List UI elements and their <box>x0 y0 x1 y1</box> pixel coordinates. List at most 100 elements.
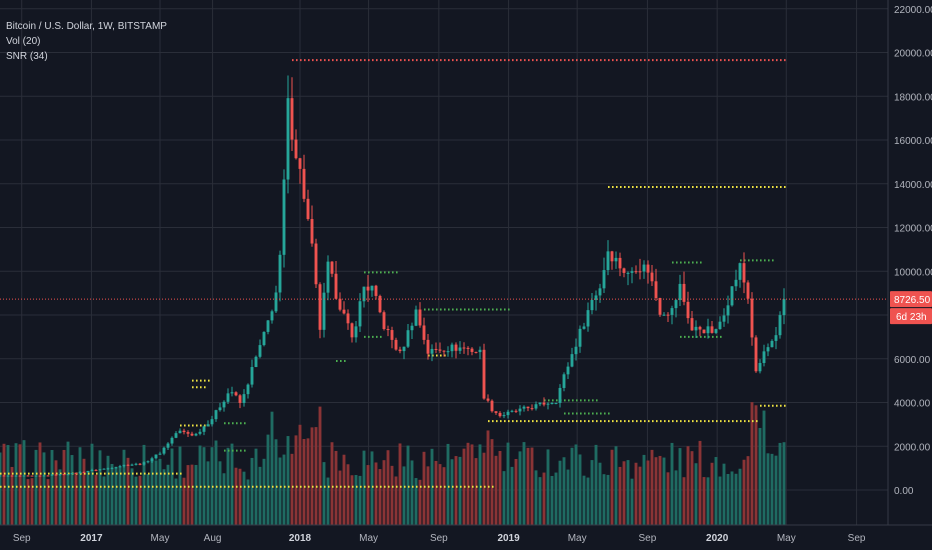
candle-body <box>606 251 610 271</box>
candle-body <box>58 474 62 476</box>
candle-body <box>98 469 102 471</box>
volume-bar <box>174 478 178 525</box>
candle-body <box>110 468 114 470</box>
candle-body <box>602 270 606 289</box>
candle-body <box>562 374 566 388</box>
volume-bar <box>310 427 314 525</box>
candle-body <box>178 430 182 434</box>
candle-body <box>502 415 506 417</box>
symbol-title[interactable]: Bitcoin / U.S. Dollar, 1W, BITSTAMP <box>6 21 167 32</box>
volume-bar <box>154 460 158 525</box>
volume-bar <box>450 459 454 525</box>
volume-bar <box>670 442 674 525</box>
candle-body <box>438 349 442 351</box>
volume-bar <box>554 472 558 525</box>
candle-body <box>558 387 562 403</box>
volume-bar <box>66 441 70 525</box>
volume-bar <box>754 405 758 525</box>
last-price-tag <box>890 291 932 308</box>
time-axis-background <box>0 525 932 550</box>
candle-body <box>522 406 526 409</box>
candle-body <box>498 412 502 417</box>
volume-bar <box>346 464 350 525</box>
volume-bar <box>366 465 370 525</box>
snr-indicator-label[interactable]: SNR (34) <box>6 51 48 62</box>
candle-body <box>662 314 666 316</box>
volume-bar <box>694 463 698 525</box>
volume-indicator-label[interactable]: Vol (20) <box>6 36 41 47</box>
candle-body <box>710 326 714 333</box>
volume-bar <box>74 472 78 525</box>
candle-body <box>330 261 334 274</box>
candle-body <box>442 350 446 352</box>
volume-bar <box>594 444 598 525</box>
volume-bar <box>110 463 114 525</box>
candle-body <box>182 430 186 433</box>
volume-bar <box>370 451 374 525</box>
candle-body <box>42 475 46 477</box>
volume-bar <box>234 467 238 525</box>
volume-bar <box>722 463 726 525</box>
volume-bar <box>470 444 474 525</box>
candle-body <box>206 424 210 427</box>
candle-body <box>174 433 178 438</box>
candle-body <box>550 402 554 404</box>
volume-bar <box>166 464 170 525</box>
candle-body <box>630 271 634 273</box>
candle-body <box>306 198 310 220</box>
candle-body <box>282 179 286 255</box>
candle-body <box>374 285 378 296</box>
time-tick-label: Sep <box>848 533 866 544</box>
volume-bar <box>454 456 458 525</box>
candle-body <box>614 257 618 262</box>
volume-bar <box>774 455 778 525</box>
volume-bar <box>534 470 538 525</box>
candle-body <box>454 344 458 351</box>
volume-bar <box>438 464 442 525</box>
price-tick-label: 6000.00 <box>894 355 931 366</box>
candle-body <box>262 331 266 346</box>
candle-body <box>198 431 202 434</box>
volume-bar <box>726 473 730 525</box>
volume-bar <box>158 458 162 525</box>
volume-bar <box>134 476 138 525</box>
candle-body <box>590 299 594 311</box>
volume-bar <box>622 461 626 525</box>
volume-bar <box>218 461 222 525</box>
volume-bar <box>522 442 526 525</box>
volume-bar <box>54 460 58 525</box>
candle-body <box>666 314 670 316</box>
volume-bar <box>646 460 650 525</box>
volume-bar <box>6 445 10 525</box>
candle-body <box>474 351 478 353</box>
volume-bar <box>770 453 774 525</box>
volume-bar <box>342 454 346 525</box>
time-tick-label: 2018 <box>289 533 312 544</box>
candle-body <box>642 264 646 272</box>
candle-body <box>6 475 10 477</box>
volume-bar <box>626 460 630 525</box>
last-price-label: 8726.50 <box>894 295 931 306</box>
candle-body <box>30 475 34 477</box>
candle-body <box>734 279 738 287</box>
candle-body <box>78 472 82 474</box>
candle-body <box>402 346 406 352</box>
time-tick-label: May <box>151 533 170 544</box>
volume-bar <box>306 438 310 525</box>
candle-body <box>246 384 250 395</box>
candle-body <box>478 349 482 353</box>
candle-body <box>82 472 86 474</box>
volume-bar <box>570 447 574 525</box>
volume-bar <box>530 447 534 525</box>
candle-body <box>746 282 750 299</box>
candle-body <box>482 349 486 399</box>
candle-body <box>242 394 246 403</box>
candle-body <box>386 329 390 331</box>
candle-body <box>690 318 694 331</box>
candle-body <box>766 347 770 352</box>
volume-bar <box>126 457 130 525</box>
candle-body <box>50 474 54 476</box>
volume-bar <box>262 458 266 525</box>
candle-body <box>706 326 710 334</box>
